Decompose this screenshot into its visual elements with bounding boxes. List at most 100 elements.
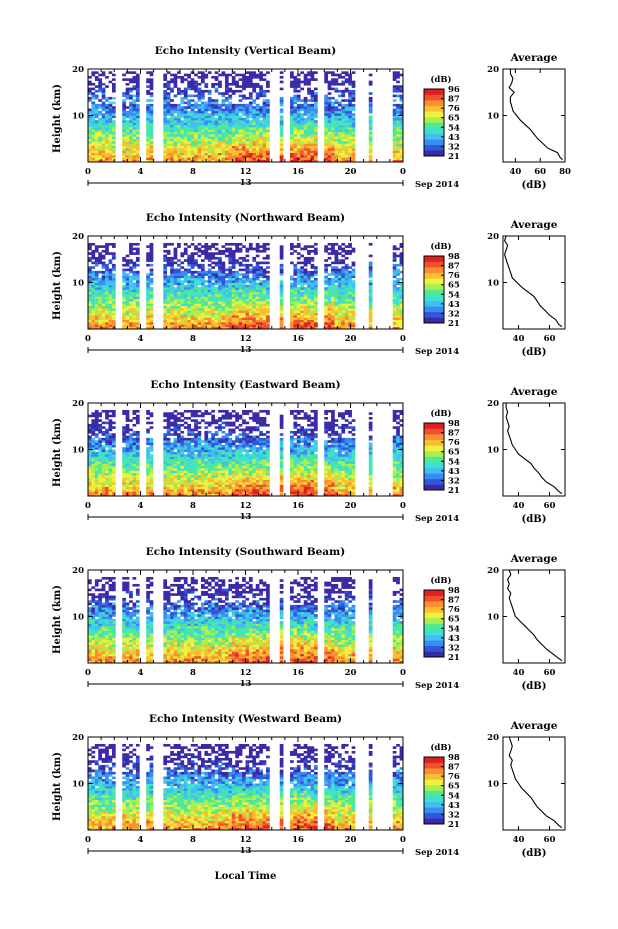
heatmap-cell [252, 101, 257, 105]
heatmap-cell [149, 280, 154, 283]
heatmap-cell [341, 92, 346, 95]
heatmap-cell [173, 85, 178, 88]
heatmap-cell [255, 324, 260, 327]
heatmap-cell [105, 85, 109, 88]
heatmap-cell [331, 120, 335, 123]
heatmap-cell [108, 115, 113, 119]
heatmap-cell [341, 268, 346, 272]
heatmap-cell [341, 259, 346, 262]
heatmap-cell [111, 289, 116, 293]
heatmap-cell [111, 315, 116, 318]
heatmap-cell [88, 152, 92, 156]
heatmap-cell [98, 127, 102, 130]
heatmap-cell [348, 78, 352, 81]
heatmap-cell [135, 312, 140, 316]
heatmap-cell [242, 127, 246, 130]
heatmap-cell [296, 82, 301, 86]
heatmap-cell [214, 110, 219, 114]
heatmap-cell [307, 120, 311, 123]
heatmap-cell [259, 273, 263, 276]
heatmap-cell [324, 317, 328, 321]
heatmap-cell [170, 263, 174, 267]
heatmap-cell [262, 99, 267, 102]
heatmap-cell [344, 301, 349, 304]
heatmap-cell [163, 115, 168, 119]
heatmap-cell [218, 287, 222, 290]
heatmap-cell [94, 451, 99, 455]
heatmap-cell [98, 294, 102, 297]
average-frame [502, 68, 566, 163]
heatmap-cell [146, 122, 150, 126]
heatmap-cell [266, 291, 270, 295]
heatmap-cell [149, 78, 154, 81]
heatmap-cell [248, 242, 253, 246]
heatmap-cell [348, 310, 352, 314]
heatmap-cell [88, 242, 92, 246]
heatmap-cell [245, 317, 250, 321]
heatmap-cell [88, 303, 92, 307]
heatmap-cell [324, 319, 328, 323]
heatmap-cell [259, 289, 263, 293]
heatmap-cell [300, 261, 304, 265]
heatmap-cell [166, 71, 171, 74]
heatmap-cell [303, 312, 308, 316]
heatmap-cell [224, 136, 229, 140]
heatmap-cell [94, 291, 99, 295]
heatmap-cell [98, 141, 102, 144]
heatmap-cell [231, 301, 236, 304]
heatmap-cell [327, 310, 332, 314]
heatmap-cell [129, 484, 133, 488]
heatmap-cell [101, 440, 106, 443]
heatmap-cell [98, 152, 102, 156]
heatmap-cell [197, 291, 202, 295]
heatmap-cell [146, 150, 150, 154]
heatmap-cell [194, 308, 198, 311]
heatmap-cell [307, 150, 311, 154]
heatmap-cell [255, 249, 260, 253]
heatmap-cell [163, 303, 168, 307]
heatmap-cell [334, 152, 339, 156]
heatmap-cell [341, 157, 346, 160]
heatmap [88, 242, 404, 330]
heatmap-cell [341, 326, 346, 330]
heatmap-cell [125, 148, 130, 151]
heatmap-cell [129, 71, 133, 74]
heatmap-cell [194, 326, 198, 330]
heatmap-cell [149, 477, 154, 481]
heatmap-cell [399, 99, 404, 102]
heatmap-cell [293, 94, 298, 98]
heatmap-cell [166, 249, 171, 253]
heatmap-cell [228, 324, 233, 327]
heatmap-cell [303, 275, 308, 279]
heatmap-cell [259, 150, 263, 154]
heatmap-cell [135, 465, 140, 469]
heatmap-cell [105, 433, 109, 436]
heatmap-cell [197, 82, 202, 86]
heatmap-cell [88, 298, 92, 302]
heatmap-cell [170, 287, 174, 290]
heatmap-cell [228, 89, 233, 93]
heatmap-cell [248, 96, 253, 100]
heatmap-cell [255, 122, 260, 126]
heatmap-cell [396, 134, 400, 137]
heatmap-cell [105, 113, 109, 116]
heatmap-cell [91, 115, 96, 119]
heatmap-cell [245, 136, 250, 140]
heatmap-cell [101, 322, 106, 325]
heatmap-cell [111, 284, 116, 288]
heatmap-cell [170, 294, 174, 297]
heatmap-cell [224, 284, 229, 288]
heatmap-cell [132, 159, 137, 163]
heatmap-cell [279, 129, 284, 133]
heatmap-cell [146, 430, 150, 434]
heatmap-cell [132, 120, 137, 123]
heatmap-cell [327, 131, 332, 135]
heatmap-cell [231, 254, 236, 258]
heatmap-cell [228, 124, 233, 128]
heatmap-cell [111, 287, 116, 290]
heatmap-cell [279, 108, 284, 112]
heatmap-cell [293, 249, 298, 253]
heatmap-cell [259, 326, 263, 330]
heatmap-cell [129, 108, 133, 112]
heatmap-cell [221, 101, 226, 105]
